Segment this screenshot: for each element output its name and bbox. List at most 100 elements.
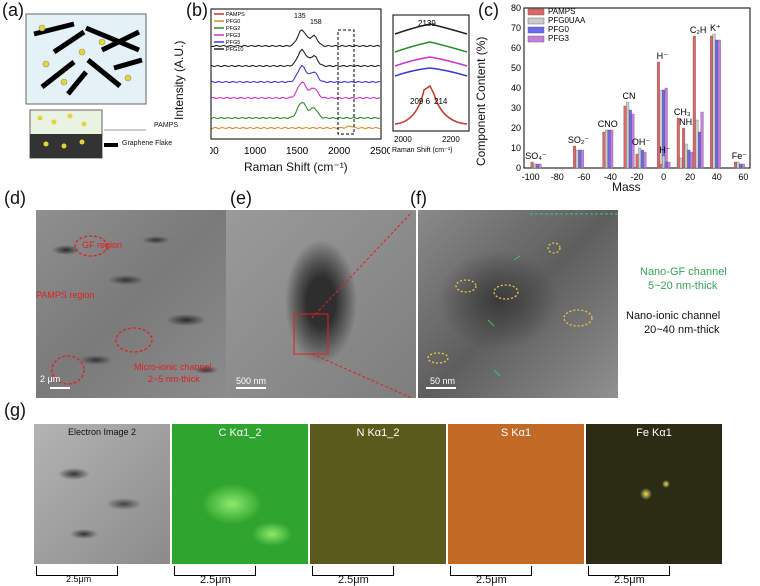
bar-legend-swatch — [527, 26, 545, 34]
raman-legend-label: PFG10 — [226, 47, 243, 53]
pamps-region-circle — [115, 327, 153, 353]
bar — [692, 35, 696, 169]
side-label-nano-ionic-thickness: 20~40 nm-thick — [644, 324, 720, 336]
scalebar-label-f: 50 nm — [430, 376, 456, 386]
bar-ion-label: CNO — [598, 119, 618, 129]
raman-frame — [210, 8, 382, 140]
tem-image-f: 50 nm — [418, 210, 618, 398]
inset-peak-right: 214 — [434, 97, 448, 106]
ion-dots — [38, 24, 132, 86]
inset-peak-left: 209 6 — [410, 97, 431, 106]
bar — [689, 151, 693, 169]
scalebar-label-g-3: 2.5μm — [338, 574, 369, 586]
inset-xtick-2: 2200 — [442, 135, 460, 144]
bar-ion-label: CN — [623, 91, 636, 101]
zoom-box-e — [293, 313, 329, 355]
eds-map-carbon: C Kα1_2 — [172, 424, 308, 564]
inset-spectrum-2 — [394, 41, 468, 53]
raman-peak-label: 135 — [294, 13, 306, 20]
bar-legend-label: PAMPS — [548, 7, 575, 16]
raman-spectrum-4 — [211, 64, 381, 84]
inset-spectrum-4 — [394, 67, 468, 77]
scalebar-label-d: 2 μm — [40, 374, 61, 384]
inset-xlabel: Raman Shift (cm⁻¹) — [392, 147, 452, 154]
bar-ion-label: Fe⁻ — [732, 151, 748, 161]
panel-label-c: (c) — [478, 0, 499, 20]
bar-xtick: -80 — [551, 172, 564, 182]
bar-ytick: 30 — [511, 103, 521, 113]
bar-legend-label: PFG3 — [548, 34, 569, 43]
bar-legend-label: PFG0UAA — [548, 16, 586, 25]
annotation-thickness: 2~5 nm-thick — [148, 374, 200, 384]
annotation-gf-region: GF region — [82, 240, 123, 250]
map-title-nitrogen: N Kα1_2 — [356, 427, 400, 439]
bar — [610, 129, 614, 169]
bar-xtick: -40 — [604, 172, 617, 182]
inset-peak-top: 2139 — [418, 19, 436, 28]
map-title-carbon: C Kα1_2 — [218, 427, 262, 439]
bar — [643, 151, 647, 169]
raman-legend-label: PFG0 — [226, 19, 240, 25]
panel-label-g: (g) — [4, 400, 26, 420]
bar-xtick: -20 — [630, 172, 643, 182]
inset-marker-box — [337, 29, 355, 135]
bar-ion-label: SO₄⁻ — [525, 151, 547, 161]
raman-xtick: 2500 — [370, 146, 390, 157]
raman-legend-label: PFG5 — [226, 40, 240, 46]
raman-spectrum-3 — [211, 81, 381, 100]
gf-channels — [487, 255, 521, 377]
bar — [741, 163, 745, 169]
panel-label-d: (d) — [4, 188, 26, 208]
scalebar-label-g-2: 2.5μm — [200, 574, 231, 586]
inset-spectrum-1 — [394, 23, 468, 35]
raman-spectra — [211, 29, 381, 130]
raman-spectrum-6 — [211, 29, 381, 48]
bar-ytick: 50 — [511, 63, 521, 73]
annotations-f — [426, 213, 618, 389]
schematic-panel-a: PAMPS Graphene Flake — [24, 12, 178, 162]
inset-spectrum-5 — [394, 84, 468, 125]
bar-ion-label: H⁻ — [657, 51, 668, 61]
annotation-micro-channel: Micro-ionic channel — [134, 362, 212, 372]
bar-ytick: 80 — [511, 4, 521, 13]
raman-inset: 2139 209 6 214 2000 2200 Raman Shift (cm… — [392, 14, 470, 154]
bar-ion-label: OH⁻ — [632, 137, 651, 147]
bar — [667, 161, 671, 169]
gf-region-circle — [74, 235, 108, 257]
raman-xtick: 1000 — [244, 146, 267, 157]
scalebar-g-1 — [36, 566, 118, 576]
bar-xtick: 40 — [712, 172, 722, 182]
raman-legend-label: PFG3 — [226, 33, 240, 39]
raman-chart: 5001000150020002500 PAMPSPFG0PFG2PFG3PFG… — [210, 8, 390, 157]
bar-ion-label: SO₂⁻ — [568, 135, 589, 145]
raman-spectrum-2 — [211, 101, 381, 120]
channel-circle — [51, 355, 85, 385]
side-label-nano-gf: Nano-GF channel — [640, 266, 727, 278]
scalebar-g-4 — [450, 566, 532, 576]
side-label-nano-gf-thickness: 5~20 nm-thick — [648, 280, 718, 292]
bar-ytick: 0 — [516, 163, 521, 173]
eds-map-electron: Electron Image 2 — [34, 424, 170, 564]
bar-xtick: 20 — [685, 172, 695, 182]
panel-label-e: (e) — [230, 188, 252, 208]
bar — [631, 113, 635, 169]
bar-legend-swatch — [527, 35, 545, 43]
sem-image-d: GF region PAMPS region Micro-ionic chann… — [36, 210, 226, 398]
bar-ytick: 10 — [511, 143, 521, 153]
panel-label-a: (a) — [2, 0, 24, 20]
bar-legend-label: PFG0 — [548, 25, 569, 34]
scalebar-g-3 — [312, 566, 394, 576]
bar — [538, 163, 542, 169]
bar-xlabel: Mass — [612, 180, 641, 194]
annotation-pamps-region: PAMPS region — [36, 290, 95, 300]
raman-spectrum-1 — [211, 125, 381, 130]
raman-spectrum-5 — [211, 48, 381, 68]
map-title-electron: Electron Image 2 — [67, 427, 137, 437]
annotations-e — [236, 313, 329, 389]
bar-ytick: 60 — [511, 43, 521, 53]
graphene-flakes — [33, 21, 143, 96]
molecule-label: PAMPS — [154, 122, 178, 129]
bar-xtick: 60 — [738, 172, 748, 182]
ionic-channels — [427, 242, 593, 364]
